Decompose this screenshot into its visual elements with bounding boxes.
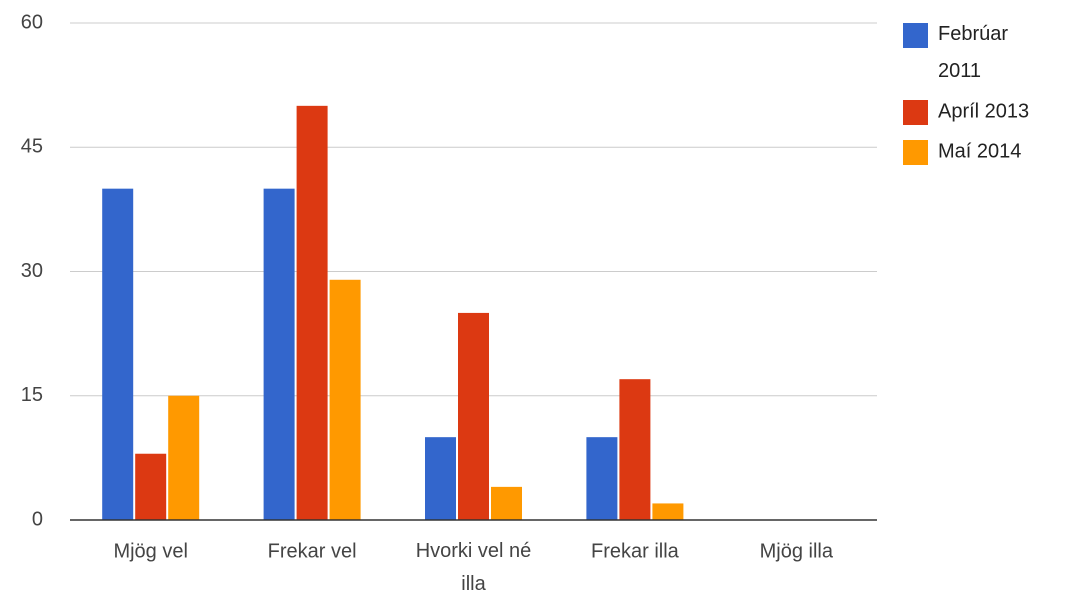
y-tick-label: 45 — [21, 136, 43, 158]
x-tick-label: Hvorki vel né illa — [416, 540, 532, 595]
bar — [619, 379, 651, 520]
x-tick-label: Frekar illa — [591, 540, 680, 562]
bar — [263, 188, 295, 520]
legend-label: Maí 2014 — [938, 140, 1021, 162]
bar — [458, 312, 489, 520]
legend-swatch — [903, 23, 928, 48]
x-tick-label: Mjög illa — [760, 540, 834, 562]
x-tick-label: Mjög vel — [113, 540, 187, 562]
y-tick-label: 0 — [32, 508, 43, 530]
bar — [102, 188, 134, 520]
bar — [652, 503, 684, 520]
bar — [586, 437, 618, 520]
y-tick-label: 30 — [21, 260, 43, 282]
y-tick-label: 60 — [21, 11, 43, 33]
bar — [296, 105, 328, 520]
bar — [329, 279, 361, 520]
bar — [425, 437, 456, 520]
legend-swatch — [903, 140, 928, 165]
legend-swatch — [903, 100, 928, 125]
legend-label: Febrúar 2011 — [938, 23, 1008, 82]
x-tick-label: Frekar vel — [268, 540, 357, 562]
bar — [168, 395, 200, 520]
legend-label: Apríl 2013 — [938, 100, 1029, 122]
bar — [135, 453, 167, 520]
y-tick-label: 15 — [21, 384, 43, 406]
bar — [491, 486, 522, 520]
